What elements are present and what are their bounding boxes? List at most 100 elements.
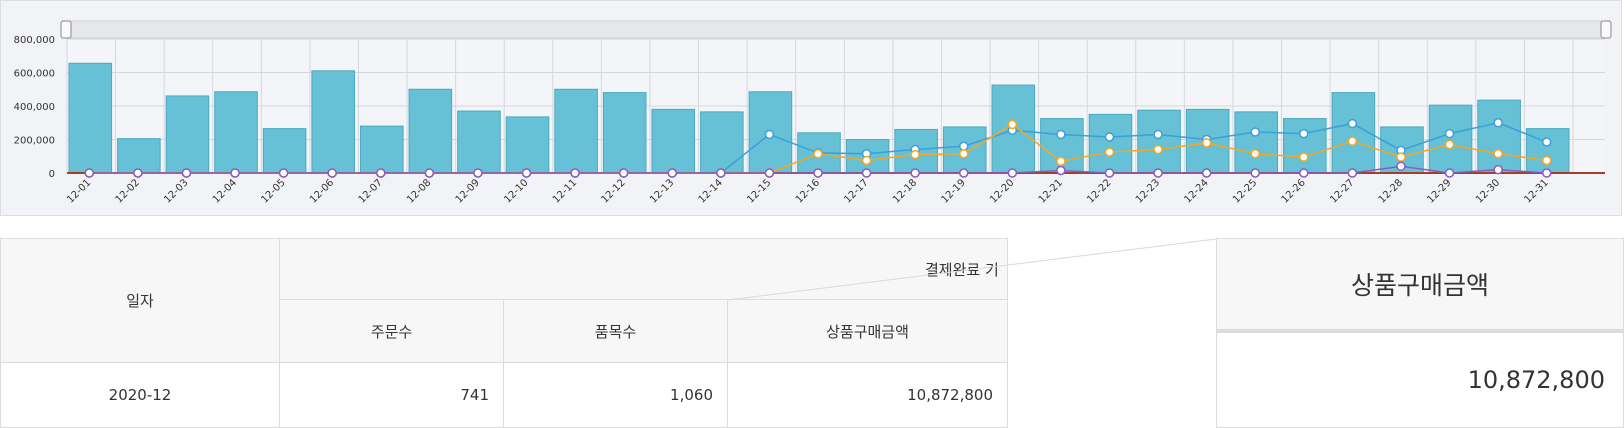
series-point-line_orange	[1396, 152, 1406, 162]
summary-table: 일자 결제완료 기 주문수 품목수 상품구매금액 2020-12 741 1,0…	[0, 238, 1008, 428]
x-tick-label: 12-22	[1085, 177, 1113, 205]
x-tick-label: 12-11	[551, 177, 579, 205]
series-point-line_blue	[1347, 118, 1358, 129]
x-tick-label: 12-24	[1182, 177, 1210, 205]
series-point-line_blue	[1541, 137, 1552, 147]
header-amount: 상품구매금액	[728, 300, 1008, 363]
series-point-line_purple	[716, 168, 726, 178]
bar-12-23	[1137, 109, 1181, 174]
series-point-line_blue	[1444, 128, 1455, 139]
header-date-label: 일자	[126, 292, 154, 310]
bar-12-05	[262, 128, 307, 174]
x-tick-label: 12-15	[745, 177, 773, 205]
cell-amount: 10,872,800	[728, 363, 1008, 428]
bar-12-01	[68, 62, 113, 174]
series-point-line_orange	[813, 148, 823, 159]
x-tick-label: 12-16	[794, 177, 822, 205]
series-point-line_purple	[667, 168, 678, 178]
x-tick-label: 12-05	[259, 177, 287, 205]
range-track	[66, 20, 1606, 39]
series-point-line_purple	[1201, 168, 1212, 178]
zoom-callout: 상품구매금액 10,872,800	[1216, 238, 1624, 428]
series-point-line_orange	[1541, 155, 1552, 166]
series-point-line_purple	[1396, 161, 1406, 172]
bar-12-22	[1088, 113, 1133, 174]
x-tick-label: 12-31	[1523, 177, 1551, 205]
x-tick-label: 12-06	[308, 177, 336, 205]
series-point-line_purple	[133, 168, 143, 178]
series-point-line_orange	[1250, 148, 1260, 159]
y-tick-label: 0	[49, 169, 55, 180]
x-tick-label: 12-30	[1474, 177, 1502, 205]
series-point-line_purple	[473, 168, 483, 178]
bar-12-25	[1234, 111, 1279, 174]
series-point-line_blue	[1056, 129, 1066, 140]
series-point-line_orange	[958, 148, 969, 159]
header-group-label: 결제완료 기	[925, 261, 999, 279]
x-tick-label: 12-09	[454, 177, 482, 205]
series-point-line_purple	[1153, 168, 1163, 178]
series-point-line_purple	[764, 168, 775, 178]
cell-orders: 741	[280, 363, 504, 428]
series-point-line_orange	[1104, 147, 1115, 157]
x-tick-label: 12-29	[1425, 177, 1453, 205]
series-point-line_purple	[570, 168, 580, 178]
series-point-line_purple	[910, 168, 920, 178]
cell-date: 2020-12	[0, 363, 280, 428]
series-point-line_purple	[230, 168, 240, 178]
x-tick-label: 12-07	[357, 177, 385, 205]
bar-12-09	[457, 110, 501, 174]
series-point-line_purple	[1056, 165, 1066, 176]
bar-12-12	[602, 92, 647, 174]
series-point-line_purple	[1493, 164, 1503, 175]
bar-12-07	[359, 125, 404, 174]
series-point-line_purple	[278, 168, 289, 178]
series-point-line_purple	[1250, 168, 1260, 178]
series-point-line_orange	[910, 149, 920, 160]
zoom-header: 상품구매금액	[1216, 238, 1624, 330]
zoom-value: 10,872,800	[1216, 330, 1624, 428]
x-tick-label: 12-01	[65, 177, 93, 205]
y-tick-label: 400,000	[14, 102, 55, 113]
x-tick-label: 12-08	[405, 177, 433, 205]
range-handle-left	[60, 20, 72, 39]
header-items-label: 품목수	[594, 322, 637, 341]
series-point-line_orange	[1299, 152, 1309, 162]
series-point-line_purple	[327, 168, 337, 178]
series-point-line_orange	[861, 155, 872, 166]
x-tick-label: 12-21	[1037, 177, 1065, 205]
series-point-line_orange	[1153, 144, 1163, 155]
series-point-line_orange	[1056, 156, 1066, 167]
series-point-line_orange	[1444, 139, 1455, 150]
series-point-line_blue	[1299, 128, 1309, 139]
x-tick-label: 12-26	[1280, 177, 1308, 205]
y-tick-label: 800,000	[14, 35, 55, 46]
x-tick-label: 12-27	[1328, 177, 1356, 205]
series-point-line_purple	[1541, 168, 1552, 178]
y-tick-label: 200,000	[14, 136, 55, 147]
x-tick-label: 12-28	[1377, 177, 1405, 205]
bar-12-30	[1477, 99, 1521, 174]
x-tick-label: 12-03	[162, 177, 190, 205]
series-point-line_blue	[1153, 129, 1163, 140]
bar-12-14	[700, 111, 744, 174]
x-tick-label: 12-18	[891, 177, 919, 205]
header-date: 일자	[0, 238, 280, 363]
bar-12-04	[214, 91, 258, 174]
header-group: 결제완료 기	[280, 238, 1008, 300]
bar-12-11	[554, 88, 598, 174]
x-tick-label: 12-14	[697, 177, 725, 205]
bar-12-26	[1283, 118, 1327, 174]
series-point-line_blue	[764, 129, 775, 140]
bar-12-10	[505, 116, 550, 174]
x-tick-label: 12-19	[940, 177, 968, 205]
series-point-line_blue	[1493, 118, 1503, 128]
x-tick-label: 12-20	[988, 177, 1016, 205]
series-point-line_purple	[84, 168, 95, 178]
series-point-line_orange	[1007, 119, 1018, 130]
header-orders: 주문수	[280, 300, 504, 363]
series-point-line_purple	[813, 168, 823, 178]
x-tick-label: 12-17	[842, 177, 870, 205]
x-tick-label: 12-04	[211, 177, 239, 205]
bar-12-08	[408, 88, 453, 174]
